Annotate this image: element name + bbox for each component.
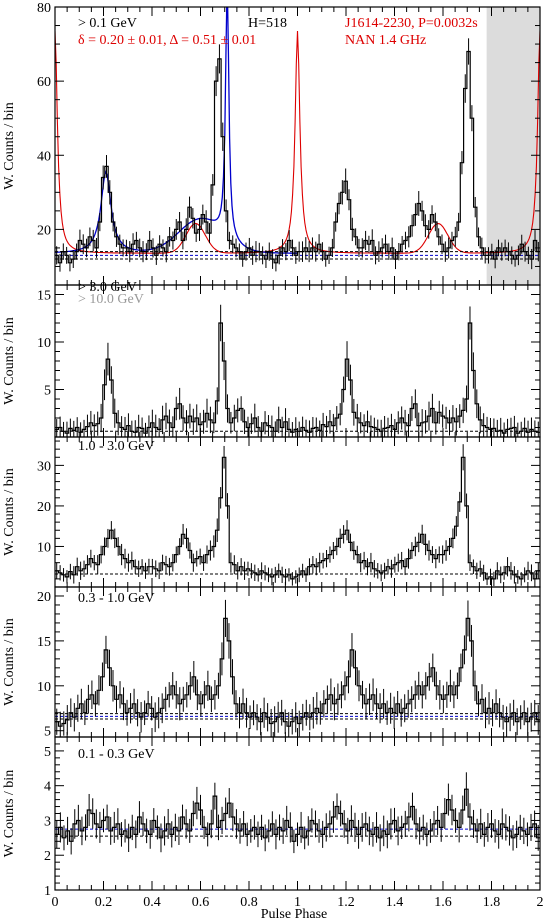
y-tick-label: 80: [37, 1, 51, 16]
y-axis-label: W. Counts / bin: [2, 770, 17, 857]
counts-histogram: [55, 50, 540, 264]
panel-frame: [54, 436, 541, 588]
x-tick-label: 0.4: [143, 895, 161, 910]
panel-2: 5 10 15 W. Counts / bin > 3.0 GeV> 10.0 GeV: [2, 280, 541, 438]
panel-annotation: > 10.0 GeV: [78, 292, 144, 307]
panel-annotation: > 0.1 GeV: [78, 16, 137, 31]
y-tick-label: 5: [44, 745, 51, 760]
y-tick-label: 1: [44, 884, 51, 899]
y-tick-label: 20: [37, 223, 51, 238]
x-tick-label: 1.2: [337, 895, 355, 910]
shaded-phase-region: [486, 7, 540, 285]
x-tick-label: 1: [294, 895, 301, 910]
panel-annotation: J1614-2230, P=0.0032s: [345, 16, 478, 31]
y-tick-label: 5: [44, 725, 51, 740]
x-tick-label: 0.6: [192, 895, 210, 910]
counts-histogram: [55, 617, 540, 727]
x-tick-label: 1.4: [386, 895, 404, 910]
panel-3: 10 20 30 W. Counts / bin 1.0 - 3.0 GeV: [2, 436, 541, 588]
panel-annotation: 0.3 - 1.0 GeV: [78, 591, 155, 606]
panel-annotation: H=518: [248, 16, 287, 31]
y-axis-label: W. Counts / bin: [2, 468, 17, 555]
y-tick-label: 30: [37, 459, 51, 474]
x-tick-label: 1.8: [483, 895, 501, 910]
panel-frame: [54, 586, 541, 738]
panel-4: 5 10 15 20 W. Counts / bin 0.3 - 1.0 GeV: [2, 586, 541, 740]
y-tick-label: 2: [44, 849, 51, 864]
panel-annotation: NAN 1.4 GHz: [345, 33, 426, 48]
x-tick-label: 1.6: [434, 895, 452, 910]
y-tick-label: 10: [37, 680, 51, 695]
counts-histogram: [55, 456, 540, 580]
y-axis-label: W. Counts / bin: [2, 618, 17, 705]
y-tick-label: 40: [37, 149, 51, 164]
x-tick-label: 2: [537, 895, 544, 910]
y-tick-label: 15: [37, 635, 51, 650]
y-tick-label: 60: [37, 75, 51, 90]
x-tick-label: 0.8: [240, 895, 258, 910]
y-tick-label: 20: [37, 590, 51, 605]
panel-annotation: δ = 0.20 ± 0.01, Δ = 0.51 ± 0.01: [78, 33, 256, 48]
panel-5: 1 2 3 4 5 W. Counts / bin 0.1 - 0.3 GeV 0 0.2 0.4…: [2, 736, 544, 910]
y-axis-label: W. Counts / bin: [2, 102, 17, 189]
y-tick-label: 15: [37, 289, 51, 304]
y-tick-label: 4: [44, 780, 51, 795]
counts-histogram: [55, 322, 540, 434]
panel-annotation: > 3.0 GeV: [78, 280, 137, 295]
x-tick-label: 0: [52, 895, 59, 910]
panel-frame: [54, 6, 541, 286]
x-axis-label: Pulse Phase: [261, 907, 328, 922]
panel-annotation: 1.0 - 3.0 GeV: [78, 439, 155, 454]
radio-profile-curve: [55, 30, 540, 254]
y-tick-label: 20: [37, 500, 51, 515]
x-tick-label: 0.2: [95, 895, 113, 910]
y-tick-label: 10: [37, 540, 51, 555]
panel-1: 20 40 60 80 W. Counts / bin > 0.1 GeV H=518 δ =…: [2, 1, 541, 286]
y-tick-label: 10: [37, 336, 51, 351]
panel-annotation: 0.1 - 0.3 GeV: [78, 747, 155, 762]
y-axis-label: W. Counts / bin: [2, 317, 17, 404]
y-tick-label: 5: [44, 384, 51, 399]
panel-frame: [54, 284, 541, 438]
y-tick-label: 3: [44, 814, 51, 829]
